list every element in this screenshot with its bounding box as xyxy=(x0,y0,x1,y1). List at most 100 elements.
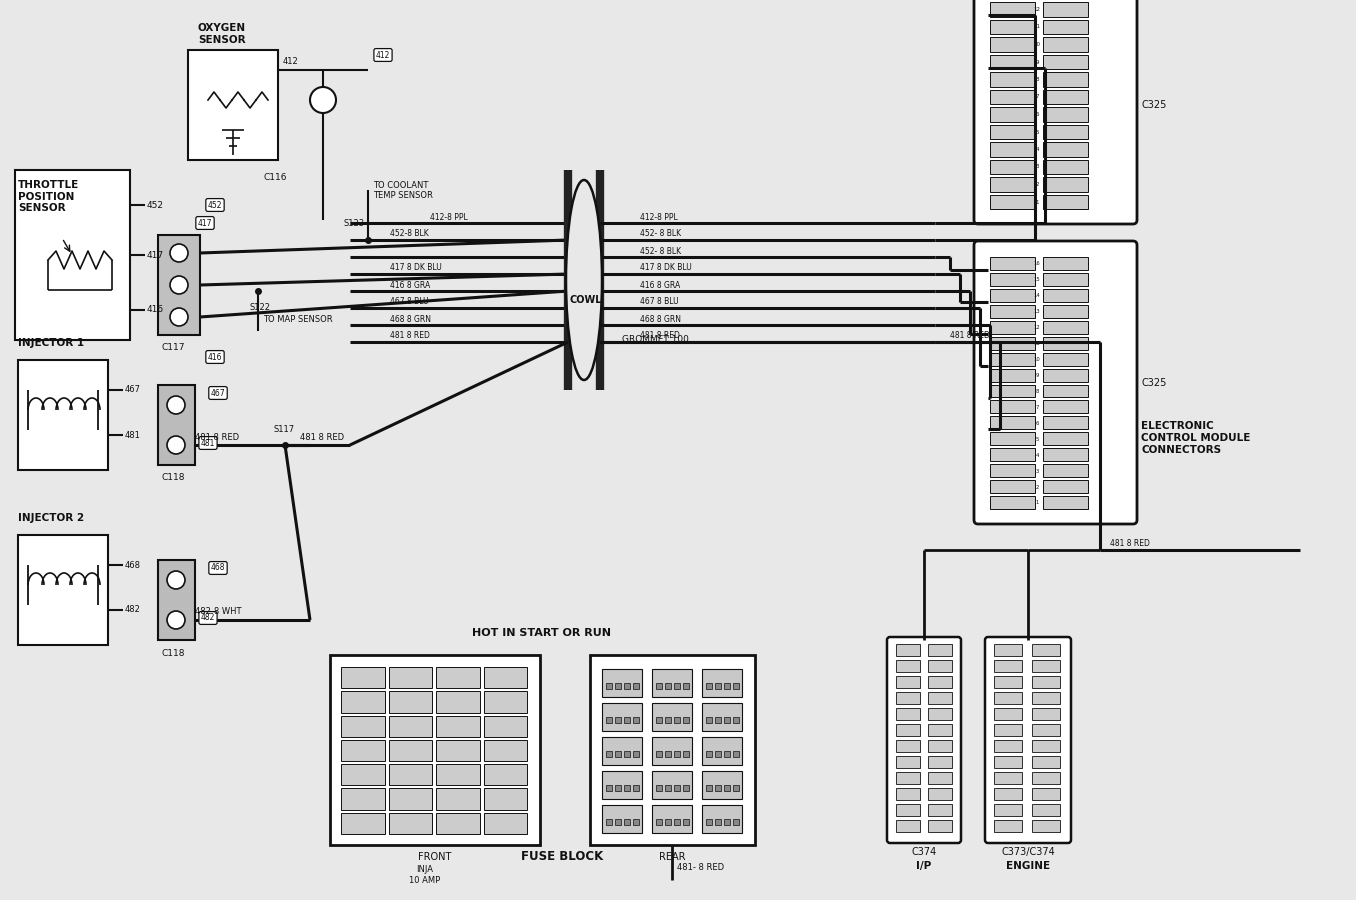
Text: 3: 3 xyxy=(1036,469,1039,473)
Bar xyxy=(1043,2,1088,16)
Bar xyxy=(994,820,1022,832)
Bar xyxy=(1043,337,1088,349)
Text: 416 8 GRA: 416 8 GRA xyxy=(391,281,430,290)
Bar xyxy=(606,819,612,825)
Text: 417 8 DK BLU: 417 8 DK BLU xyxy=(640,264,692,273)
Bar xyxy=(990,124,1035,139)
Bar xyxy=(188,50,278,160)
Bar xyxy=(702,771,742,799)
Bar xyxy=(1032,804,1060,816)
Bar xyxy=(664,819,671,825)
Bar xyxy=(724,785,730,791)
Text: 467 8 BLU: 467 8 BLU xyxy=(391,298,428,307)
Text: 417: 417 xyxy=(198,219,213,228)
Text: C374: C374 xyxy=(911,847,937,857)
Bar xyxy=(1032,708,1060,720)
Bar xyxy=(340,716,385,737)
Bar xyxy=(484,691,527,713)
Bar xyxy=(990,55,1035,69)
Bar xyxy=(484,788,527,810)
Text: 10: 10 xyxy=(1033,42,1040,47)
Bar xyxy=(159,235,199,335)
Text: GROMMET 100: GROMMET 100 xyxy=(622,336,689,345)
Bar xyxy=(994,772,1022,784)
Bar xyxy=(1043,89,1088,104)
Bar xyxy=(994,676,1022,688)
Bar xyxy=(928,820,952,832)
Bar xyxy=(656,751,662,757)
Text: 482: 482 xyxy=(201,614,216,623)
Bar xyxy=(437,667,480,688)
Bar xyxy=(990,496,1035,509)
Bar xyxy=(389,691,433,713)
Circle shape xyxy=(167,436,184,454)
Text: 452: 452 xyxy=(207,201,222,210)
Bar xyxy=(702,703,742,731)
Text: 416: 416 xyxy=(207,353,222,362)
Bar xyxy=(389,788,433,810)
Bar xyxy=(606,785,612,791)
Text: 8: 8 xyxy=(1036,389,1039,394)
Bar xyxy=(602,771,641,799)
Bar xyxy=(896,756,919,768)
Bar xyxy=(606,717,612,723)
Bar xyxy=(633,683,639,689)
Bar xyxy=(340,667,385,688)
Bar xyxy=(928,804,952,816)
Text: 412: 412 xyxy=(283,58,298,67)
Text: ELECTRONIC
CONTROL MODULE
CONNECTORS: ELECTRONIC CONTROL MODULE CONNECTORS xyxy=(1140,421,1250,454)
Text: OXYGEN
SENSOR: OXYGEN SENSOR xyxy=(198,23,247,45)
Text: 15: 15 xyxy=(1033,277,1040,283)
Text: INJECTOR 1: INJECTOR 1 xyxy=(18,338,84,348)
Bar xyxy=(652,669,692,697)
Bar xyxy=(1043,142,1088,157)
Bar xyxy=(1043,353,1088,365)
Bar xyxy=(664,717,671,723)
Bar xyxy=(724,751,730,757)
FancyBboxPatch shape xyxy=(974,241,1136,524)
Bar xyxy=(990,448,1035,461)
Text: 11: 11 xyxy=(1033,24,1040,30)
Bar xyxy=(928,740,952,752)
Text: THROTTLE
POSITION
SENSOR: THROTTLE POSITION SENSOR xyxy=(18,180,79,213)
Text: 481 8 RED: 481 8 RED xyxy=(951,330,990,339)
Text: 7: 7 xyxy=(1036,405,1039,410)
Bar xyxy=(990,107,1035,122)
Bar xyxy=(1032,692,1060,704)
Bar xyxy=(602,805,641,833)
Bar xyxy=(734,683,739,689)
Text: 6: 6 xyxy=(1036,421,1039,426)
Bar xyxy=(484,813,527,834)
Bar xyxy=(624,683,631,689)
Bar xyxy=(1032,644,1060,656)
Bar xyxy=(1043,273,1088,286)
Text: 11: 11 xyxy=(1033,341,1040,346)
Bar xyxy=(664,683,671,689)
Text: 481: 481 xyxy=(125,430,141,439)
Bar xyxy=(606,751,612,757)
Bar xyxy=(484,764,527,786)
Bar xyxy=(896,692,919,704)
Bar xyxy=(389,813,433,834)
Text: 5: 5 xyxy=(1036,436,1039,442)
Text: FRONT: FRONT xyxy=(418,852,452,862)
Text: C116: C116 xyxy=(263,174,286,183)
Circle shape xyxy=(167,611,184,629)
Text: C373/C374: C373/C374 xyxy=(1001,847,1055,857)
Text: 481 8 RED: 481 8 RED xyxy=(300,434,344,443)
Bar xyxy=(1043,480,1088,493)
Bar xyxy=(1043,496,1088,509)
Bar xyxy=(18,360,108,470)
Bar xyxy=(896,788,919,800)
Bar xyxy=(389,667,433,688)
Bar xyxy=(652,805,692,833)
Text: 412-8 PPL: 412-8 PPL xyxy=(430,212,468,221)
Text: INJA
10 AMP: INJA 10 AMP xyxy=(410,865,441,885)
Bar xyxy=(656,683,662,689)
FancyBboxPatch shape xyxy=(984,637,1071,843)
Bar xyxy=(1043,369,1088,382)
Bar xyxy=(1032,676,1060,688)
Circle shape xyxy=(170,244,188,262)
Bar xyxy=(928,708,952,720)
Bar xyxy=(702,737,742,765)
